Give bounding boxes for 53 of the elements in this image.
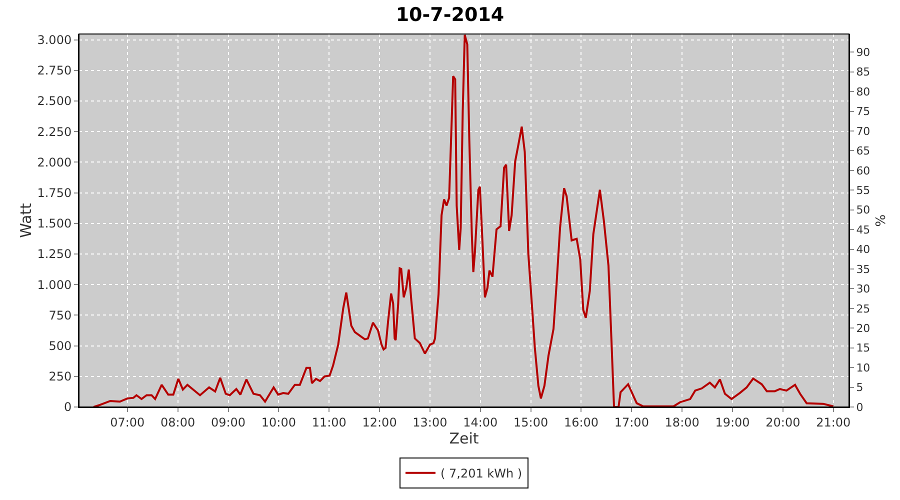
y2-axis-title: % — [874, 214, 889, 227]
y-tick-label: 250 — [48, 370, 72, 384]
x-axis-title: Zeit — [449, 429, 479, 448]
y2-tick-label: 45 — [856, 223, 870, 236]
y2-tick-label: 70 — [856, 124, 870, 138]
x-tick-label: 08:00 — [160, 415, 196, 430]
x-tick-label: 19:00 — [715, 415, 750, 430]
x-tick-label: 13:00 — [412, 415, 448, 430]
y-tick-label: 750 — [48, 308, 72, 322]
x-tick-label: 18:00 — [664, 415, 700, 430]
x-tick-label: 20:00 — [766, 415, 800, 430]
x-tick-label: 07:00 — [110, 415, 145, 430]
y2-tick-label: 85 — [856, 66, 870, 79]
chart-title: 10-7-2014 — [396, 4, 504, 26]
y2-tick-label: 55 — [856, 184, 870, 197]
x-tick-label: 09:00 — [210, 415, 246, 430]
y2-tick-label: 75 — [856, 105, 870, 118]
y2-tick-label: 65 — [856, 144, 870, 158]
y2-tick-label: 0 — [856, 400, 864, 414]
y-tick-label: 1.750 — [37, 186, 72, 200]
y-tick-label: 1.000 — [37, 278, 72, 292]
y-tick-label: 2.000 — [37, 155, 72, 170]
x-tick-label: 15:00 — [514, 415, 548, 430]
y-tick-label: 500 — [48, 338, 72, 353]
x-tick-label: 14:00 — [463, 415, 498, 430]
y-tick-label: 2.250 — [37, 124, 72, 139]
x-tick-label: 16:00 — [564, 415, 599, 430]
y2-tick-label: 30 — [856, 282, 870, 296]
y2-tick-label: 60 — [856, 164, 870, 178]
x-tick-label: 12:00 — [362, 415, 397, 430]
x-tick-label: 11:00 — [312, 415, 346, 430]
y-tick-label: 2.500 — [37, 94, 72, 108]
y2-tick-label: 90 — [856, 46, 870, 59]
y-axis-title: Watt — [17, 202, 36, 238]
y2-tick-label: 40 — [856, 243, 870, 256]
y2-tick-label: 20 — [856, 322, 870, 335]
y2-tick-label: 25 — [856, 302, 870, 316]
y-tick-label: 1.500 — [37, 216, 72, 231]
line-series — [92, 34, 834, 407]
y-tick-label: 3.000 — [37, 32, 72, 47]
y2-tick-label: 15 — [856, 342, 870, 355]
legend-label: ( 7,201 kWh ) — [440, 466, 522, 481]
y2-tick-label: 5 — [856, 381, 864, 394]
x-tick-label: 17:00 — [614, 415, 649, 430]
x-tick-label: 21:00 — [816, 415, 851, 430]
y2-tick-label: 80 — [856, 85, 870, 98]
x-tick-label: 10:00 — [261, 415, 296, 430]
y2-tick-label: 10 — [856, 361, 870, 374]
y2-tick-label: 50 — [856, 204, 870, 217]
y2-tick-label: 35 — [856, 262, 870, 276]
y-tick-label: 1.250 — [37, 247, 72, 262]
y-tick-label: 2.750 — [37, 64, 72, 78]
y-tick-label: 0 — [64, 400, 72, 414]
